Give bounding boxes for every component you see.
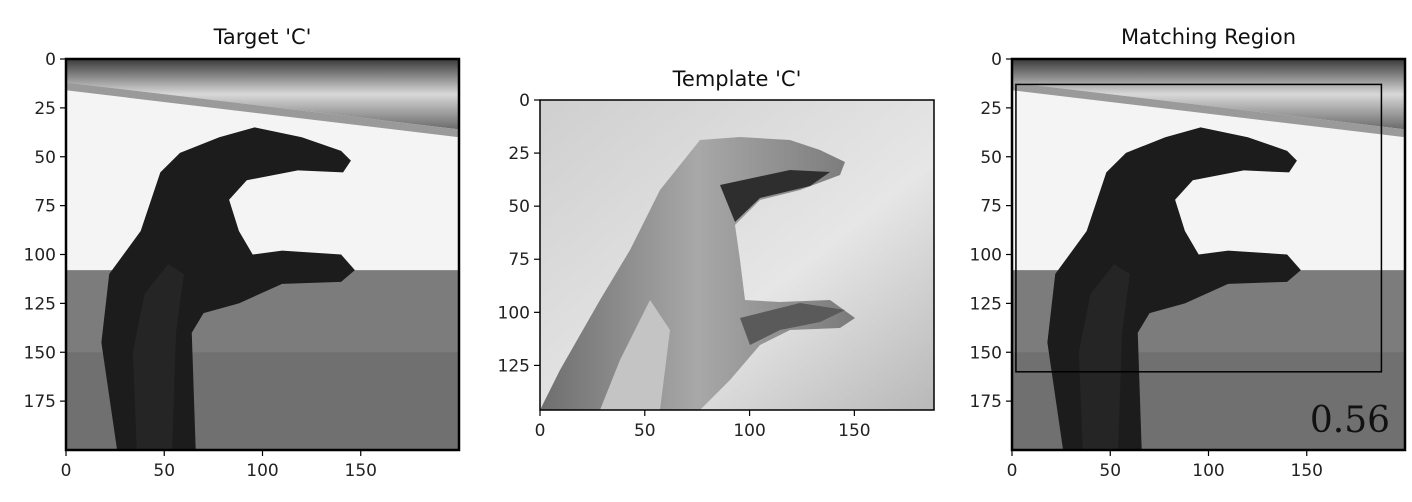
x-tick-label: 150: [838, 421, 870, 441]
y-tick-label: 100: [24, 246, 56, 266]
y-tick-label: 100: [498, 303, 530, 323]
y-tick-label: 75: [508, 250, 530, 270]
panel-title: Target 'C': [213, 25, 312, 49]
y-tick-label: 125: [498, 356, 530, 376]
x-tick-label: 50: [153, 461, 175, 481]
y-tick-label: 100: [970, 246, 1002, 266]
y-tick-label: 25: [980, 99, 1002, 119]
match-score-label: 0.56: [1310, 400, 1390, 441]
template-image: [540, 100, 934, 410]
panel-target: Target 'C' 0 50 100 150 0 25 50 75 100 125 150 175: [24, 25, 461, 481]
y-tick-label: 150: [24, 343, 56, 363]
x-tick-label: 150: [345, 461, 377, 481]
x-tick-label: 100: [733, 421, 765, 441]
y-tick-label: 75: [34, 197, 56, 217]
axes-frame: [539, 99, 935, 411]
axis-ticks: 0 50 100 150 0 25 50 75 100 125: [498, 91, 871, 441]
y-tick-label: 150: [970, 343, 1002, 363]
match-region-box: [1015, 83, 1383, 373]
panel-title: Template 'C': [672, 67, 802, 91]
y-tick-label: 50: [508, 197, 530, 217]
x-tick-label: 150: [1291, 461, 1323, 481]
x-tick-label: 50: [634, 421, 656, 441]
axis-ticks: 0 50 100 150 0 25 50 75 100 125 150 175: [970, 50, 1323, 481]
x-tick-label: 0: [61, 461, 72, 481]
y-tick-label: 25: [508, 144, 530, 164]
x-tick-label: 50: [1099, 461, 1121, 481]
y-tick-label: 50: [34, 148, 56, 168]
y-tick-label: 175: [970, 392, 1002, 412]
y-tick-label: 75: [980, 197, 1002, 217]
panel-matching: Matching Region 0.56 0 50 100 150 0 25 50 75 100…: [970, 25, 1407, 481]
y-tick-label: 0: [45, 50, 56, 70]
x-tick-label: 0: [1007, 461, 1018, 481]
y-tick-label: 125: [970, 294, 1002, 314]
y-tick-label: 175: [24, 392, 56, 412]
matching-image: [1012, 59, 1405, 450]
y-tick-label: 0: [991, 50, 1002, 70]
y-tick-label: 25: [34, 99, 56, 119]
target-image: [66, 59, 459, 450]
y-tick-label: 0: [519, 91, 530, 111]
x-tick-label: 100: [1192, 461, 1224, 481]
panel-template: Template 'C' 0 50 100 150 0 25 50 75 100 125: [498, 67, 935, 441]
axis-ticks: 0 50 100 150 0 25 50 75 100 125 150 175: [24, 50, 377, 481]
x-tick-label: 0: [535, 421, 546, 441]
y-tick-label: 50: [980, 148, 1002, 168]
panel-title: Matching Region: [1121, 25, 1296, 49]
x-tick-label: 100: [246, 461, 278, 481]
y-tick-label: 125: [24, 294, 56, 314]
